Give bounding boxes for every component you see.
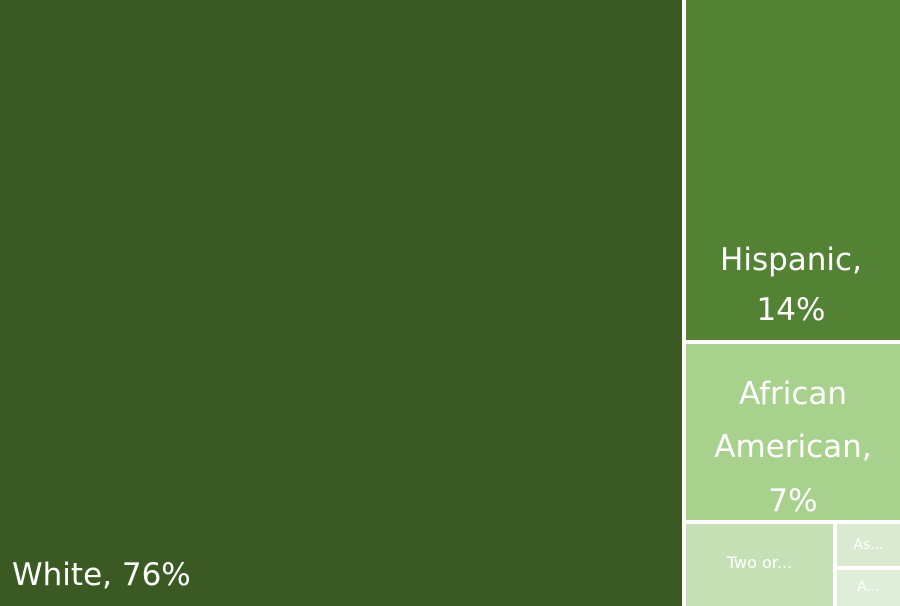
- tile-african-american-label: African American, 7%: [686, 368, 900, 528]
- tile-hispanic-name: Hispanic,: [720, 242, 862, 278]
- tile-african-american: African American, 7%: [686, 344, 900, 520]
- tile-hispanic-label: Hispanic, 14%: [686, 236, 896, 335]
- tile-asian: As...: [837, 524, 900, 566]
- tile-african-american-value: 7%: [768, 482, 818, 519]
- tile-african-american-name-line2: American,: [714, 429, 872, 466]
- tile-hispanic-value: 14%: [756, 291, 826, 328]
- tile-two-or-more-label: Two or...: [726, 553, 793, 572]
- tile-a-other: A...: [837, 570, 900, 606]
- tile-african-american-name-line1: African: [738, 376, 848, 412]
- tile-a-other-label: A...: [857, 579, 880, 595]
- tile-hispanic: Hispanic, 14%: [686, 0, 900, 340]
- tile-white: White, 76%: [0, 0, 682, 606]
- tile-white-label: White, 76%: [12, 557, 191, 594]
- tile-asian-label: As...: [853, 537, 884, 553]
- tile-white-value: 76%: [121, 557, 191, 594]
- tile-two-or-more: Two or...: [686, 524, 833, 606]
- tile-white-name: White,: [12, 557, 112, 594]
